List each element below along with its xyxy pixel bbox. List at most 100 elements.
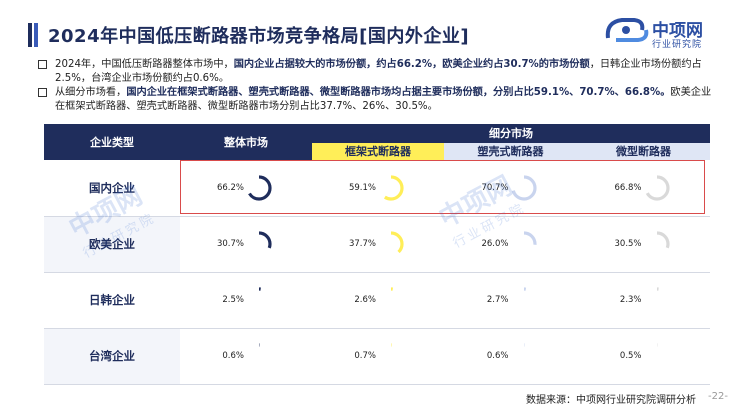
page-title: 2024年中国低压断路器市场竞争格局[国内外企业]: [48, 26, 470, 47]
share-value: 59.1%: [348, 182, 376, 193]
share-arc: [510, 287, 537, 313]
logo-subtitle: 行业研究院: [652, 40, 703, 50]
table-body: 国内企业 66.2% 59.1% 70.7% 66.8% 欧美企业 30.7% …: [44, 160, 711, 385]
share-cell: 0.6%: [180, 328, 312, 385]
share-value: 0.7%: [354, 351, 376, 361]
share-cell: 30.5%: [577, 216, 711, 273]
header-company-type: 企业类型: [44, 124, 180, 160]
bullet-text: 从细分市场看，: [55, 87, 127, 98]
title-stripes: [28, 23, 38, 47]
title-bar: 2024年中国低压断路器市场竞争格局[国内外企业]: [28, 22, 469, 48]
page-number: -22-: [708, 391, 728, 402]
share-value: 2.6%: [354, 295, 376, 305]
share-cell: 26.0%: [444, 216, 577, 273]
share-value: 26.0%: [481, 239, 509, 249]
share-value: 2.3%: [619, 295, 642, 305]
market-share-table: 企业类型 整体市场 细分市场 框架式断路器 塑壳式断路器 微型断路器 国内企业 …: [44, 124, 711, 385]
share-cell: 70.7%: [444, 160, 577, 217]
summary-bullets: 2024年，中国低压断路器整体市场中，国内企业占据较大的市场份额，约占66.2%…: [38, 58, 718, 114]
bullet-item: 从细分市场看，国内企业在框架式断路器、塑壳式断路器、微型断路器市场均占据主要市场…: [38, 86, 718, 113]
share-ring: [378, 175, 404, 201]
share-ring: [510, 287, 537, 313]
share-arc: [643, 343, 670, 369]
share-arc: [510, 343, 537, 369]
header-molded-case-breaker: 塑壳式断路器: [444, 142, 577, 160]
bullet-text: 欧美企业在框架式断路器、塑壳式断路器、微型断路器市场分别占比37.7%、26%、…: [55, 87, 712, 112]
row-label: 日韩企业: [44, 272, 180, 329]
share-ring: [378, 343, 404, 369]
share-value: 30.7%: [216, 239, 244, 249]
bullet-square-icon: [38, 88, 47, 97]
logo-text: 中项网: [652, 21, 703, 41]
share-value: 30.5%: [614, 239, 642, 249]
share-cell: 2.6%: [312, 272, 444, 329]
share-cell: 0.7%: [312, 328, 444, 385]
share-ring: [510, 231, 537, 257]
table-row: 台湾企业 0.6% 0.7% 0.6% 0.5%: [44, 328, 711, 385]
share-ring: [378, 287, 404, 313]
bullet-square-icon: [38, 60, 47, 69]
share-cell: 30.7%: [180, 216, 312, 273]
share-ring: [246, 175, 272, 201]
share-value: 66.2%: [216, 182, 244, 193]
share-ring: [510, 343, 537, 369]
row-label: 台湾企业: [44, 328, 180, 385]
bullet-bold-text: 国内企业在框架式断路器、塑壳式断路器、微型断路器市场均占据主要市场份额，分别占比…: [126, 87, 671, 98]
bullet-text: ，日韩企业市场份额约占2.5%，台湾企业市场份额约占0.6%。: [55, 59, 702, 84]
header-frame-breaker: 框架式断路器: [312, 142, 444, 160]
header-micro-breaker: 微型断路器: [577, 142, 711, 160]
share-ring: [643, 175, 670, 201]
share-arc: [510, 175, 537, 201]
share-ring: [643, 231, 670, 257]
header-segment-market: 细分市场: [312, 124, 711, 143]
share-cell: 0.6%: [444, 328, 577, 385]
table-row: 欧美企业 30.7% 37.7% 26.0% 30.5%: [44, 216, 711, 273]
share-value: 2.7%: [486, 295, 509, 305]
data-source: 数据来源：中项网行业研究院调研分析: [526, 395, 696, 406]
share-ring: [510, 175, 537, 201]
header-overall-market: 整体市场: [180, 124, 312, 160]
share-value: 0.6%: [222, 351, 244, 361]
share-cell: 37.7%: [312, 216, 444, 273]
share-cell: 2.3%: [577, 272, 711, 329]
share-cell: 59.1%: [312, 160, 444, 217]
share-ring: [246, 231, 272, 257]
share-ring: [246, 343, 272, 369]
share-value: 0.5%: [619, 351, 642, 361]
share-arc: [643, 287, 670, 313]
share-arc: [246, 343, 272, 369]
share-value: 66.8%: [614, 182, 642, 193]
share-value: 2.5%: [222, 295, 244, 305]
share-ring: [643, 287, 670, 313]
share-value: 0.6%: [486, 351, 509, 361]
share-arc: [378, 231, 404, 257]
share-value: 37.7%: [348, 239, 376, 249]
bullet-bold-text: 国内企业占据较大的市场份额，约占66.2%，欧美企业约占30.7%的市场份额: [233, 59, 590, 70]
share-value: 70.7%: [481, 182, 509, 193]
share-arc: [378, 343, 404, 369]
share-ring: [378, 231, 404, 257]
share-arc: [378, 287, 404, 313]
share-arc: [246, 231, 272, 257]
share-arc: [510, 231, 537, 257]
brand-logo: 中项网 行业研究院: [604, 12, 714, 52]
share-cell: 2.5%: [180, 272, 312, 329]
share-cell: 66.8%: [577, 160, 711, 217]
table-row: 国内企业 66.2% 59.1% 70.7% 66.8%: [44, 160, 711, 217]
share-ring: [246, 287, 272, 313]
share-ring: [643, 343, 670, 369]
share-cell: 2.7%: [444, 272, 577, 329]
share-arc: [378, 175, 404, 201]
bullet-item: 2024年，中国低压断路器整体市场中，国内企业占据较大的市场份额，约占66.2%…: [38, 58, 718, 85]
bullet-text: 2024年，中国低压断路器整体市场中，: [55, 59, 234, 70]
logo-icon: [605, 18, 649, 42]
share-cell: 0.5%: [577, 328, 711, 385]
share-arc: [643, 231, 670, 257]
share-cell: 66.2%: [180, 160, 312, 217]
row-label: 欧美企业: [44, 216, 180, 273]
share-arc: [246, 287, 272, 313]
share-arc: [643, 175, 670, 201]
share-arc: [246, 175, 272, 201]
table-row: 日韩企业 2.5% 2.6% 2.7% 2.3%: [44, 272, 711, 329]
row-label: 国内企业: [44, 160, 180, 217]
